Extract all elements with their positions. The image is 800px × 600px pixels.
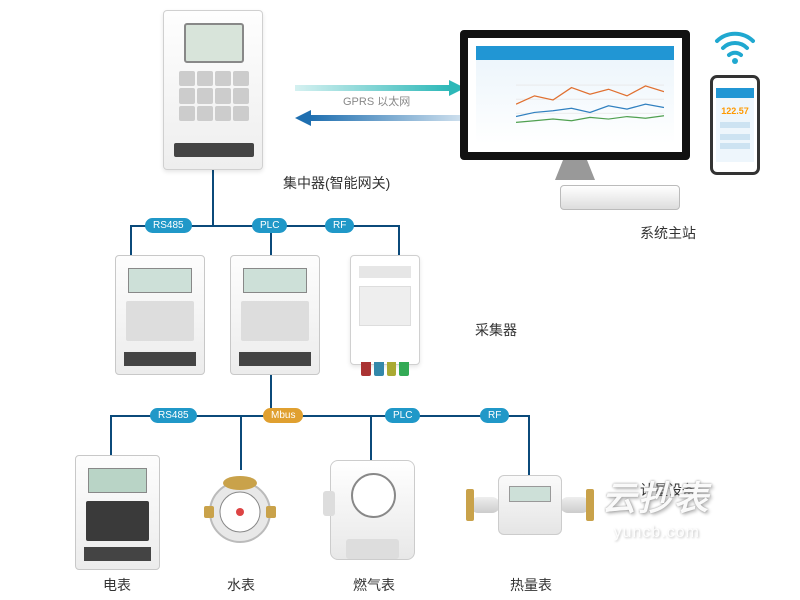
- concentrator-device: [163, 10, 263, 170]
- line-bus2-d3: [370, 415, 372, 460]
- water-meter-device: [200, 470, 280, 550]
- wifi-icon: [713, 25, 757, 65]
- master-station-label: 系统主站: [640, 223, 696, 243]
- badge-plc-1: PLC: [252, 218, 287, 233]
- gas-label: 燃气表: [353, 575, 395, 595]
- badge-rs485-1: RS485: [145, 218, 192, 233]
- elec-label: 电表: [103, 575, 131, 595]
- line-bus2-d1: [110, 415, 112, 455]
- badge-rf-2: RF: [480, 408, 509, 423]
- line-bus1-drop1: [130, 225, 132, 255]
- link-text: GPRS 以太网: [343, 93, 410, 109]
- watermark-sub: yuncb.com: [614, 524, 700, 542]
- line-bus2-d2: [240, 415, 242, 470]
- storage-device: [560, 185, 680, 210]
- watermark-main: 云抄表: [602, 471, 710, 520]
- monitor-chart: [516, 71, 664, 129]
- badge-rs485-2: RS485: [150, 408, 197, 423]
- phone-reading: 122.57: [716, 106, 754, 116]
- line-bus2-d4: [528, 415, 530, 475]
- collector-label: 采集器: [475, 320, 517, 340]
- line-conc-down: [212, 170, 214, 225]
- collector-device-2: [230, 255, 320, 375]
- concentrator-label: 集中器(智能网关): [283, 173, 390, 193]
- water-label: 水表: [227, 575, 255, 595]
- phone-device: 122.57: [710, 75, 760, 175]
- collector-device-3: [350, 255, 420, 365]
- electric-meter-device: [75, 455, 160, 570]
- line-bus1-drop3: [398, 225, 400, 255]
- badge-rf-1: RF: [325, 218, 354, 233]
- badge-mbus: Mbus: [263, 408, 303, 423]
- arrow-downlink: [295, 110, 465, 126]
- monitor-device: [460, 30, 690, 180]
- collector-device-1: [115, 255, 205, 375]
- gas-meter-device: [330, 460, 415, 560]
- badge-plc-2: PLC: [385, 408, 420, 423]
- heat-meter-device: [470, 475, 590, 535]
- heat-label: 热量表: [510, 575, 552, 595]
